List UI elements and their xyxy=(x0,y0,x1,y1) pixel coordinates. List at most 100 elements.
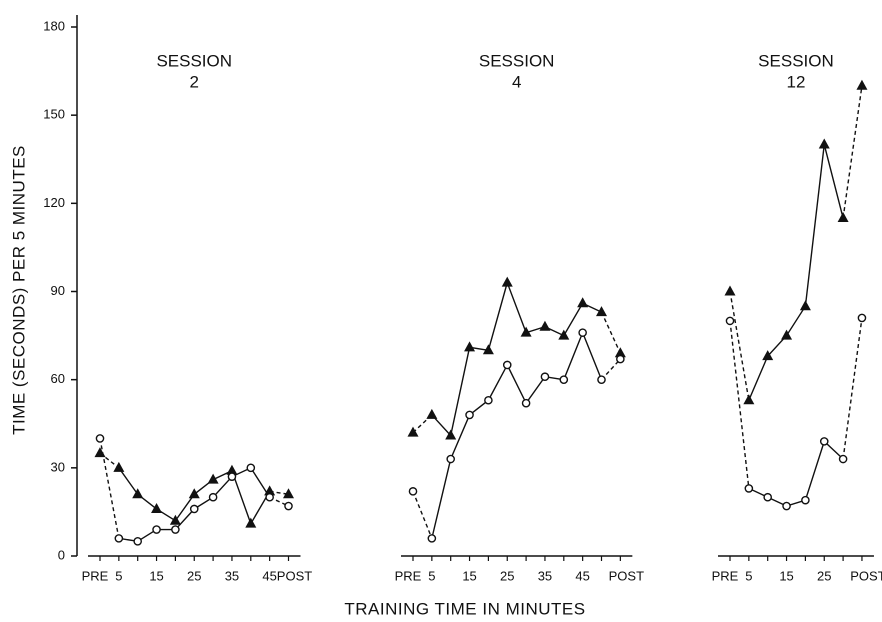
circle-marker xyxy=(171,525,180,534)
circle-marker xyxy=(189,504,199,514)
circle-marker xyxy=(208,492,218,502)
x-tick-label: 45 xyxy=(575,568,589,583)
circle-marker xyxy=(521,398,531,408)
x-tick-label: 35 xyxy=(225,568,239,583)
circle-marker xyxy=(725,316,735,326)
circle-marker xyxy=(763,492,773,502)
triangle-marker xyxy=(245,517,257,528)
triangle-marker xyxy=(743,394,755,405)
triangle-marker xyxy=(501,276,513,287)
circle-marker xyxy=(95,434,105,443)
triangle-marker xyxy=(856,79,868,90)
circle-marker xyxy=(559,375,569,384)
circle-marker xyxy=(246,463,256,473)
triangle-marker xyxy=(464,341,476,352)
circle-marker xyxy=(465,410,474,420)
triangle-marker xyxy=(226,464,238,475)
dashed-line xyxy=(99,438,120,539)
circle-marker xyxy=(857,313,867,323)
x-tick-label: 45 xyxy=(262,568,276,583)
triangle-marker xyxy=(151,502,163,513)
circle-marker xyxy=(744,484,754,493)
triangle-marker xyxy=(132,488,144,499)
triangle-marker xyxy=(207,473,219,484)
circle-marker xyxy=(427,534,437,543)
x-tick-label: PRE xyxy=(395,568,422,583)
circle-marker xyxy=(819,437,829,446)
circle-marker xyxy=(484,395,493,405)
x-tick-label: PRE xyxy=(712,568,739,583)
y-tick-label: 30 xyxy=(51,459,65,474)
panel-title: SESSION xyxy=(479,51,555,70)
circle-marker xyxy=(408,487,418,496)
triangle-marker xyxy=(762,350,774,361)
dashed-line xyxy=(600,358,621,381)
triangle-marker xyxy=(482,344,494,355)
triangle-marker xyxy=(724,285,736,296)
x-tick-label: 35 xyxy=(538,568,552,583)
line xyxy=(431,330,603,539)
line xyxy=(748,440,844,507)
triangle-marker xyxy=(113,461,125,472)
circle-marker xyxy=(578,328,587,337)
y-tick-label: 180 xyxy=(43,18,65,33)
triangle-marker xyxy=(596,306,607,317)
x-tick-label: 15 xyxy=(779,568,793,583)
panel-title: SESSION xyxy=(156,51,232,70)
circle-marker xyxy=(152,525,161,534)
triangle-marker xyxy=(781,329,793,340)
triangle-marker xyxy=(577,297,589,308)
dashed-line xyxy=(729,320,750,489)
triangle-marker xyxy=(818,138,830,149)
circle-marker xyxy=(782,501,791,511)
circle-marker xyxy=(801,495,810,505)
x-tick-label: 5 xyxy=(428,568,435,583)
panel-title: 12 xyxy=(787,72,806,91)
triangle-marker xyxy=(539,320,551,331)
x-tick-label: 5 xyxy=(745,568,752,583)
dashed-line xyxy=(729,291,750,401)
triangle-marker xyxy=(614,347,626,358)
x-tick-label: 15 xyxy=(462,568,476,583)
triangle-marker xyxy=(445,429,457,440)
x-tick-label: 5 xyxy=(115,568,122,583)
circle-marker xyxy=(597,375,606,384)
dashed-line xyxy=(412,491,433,539)
triangle-marker xyxy=(169,514,181,525)
dashed-line xyxy=(842,317,863,460)
triangle-marker xyxy=(407,426,419,437)
y-tick-label: 0 xyxy=(58,547,65,562)
y-axis-label: TIME (SECONDS) PER 5 MINUTES xyxy=(9,145,28,435)
triangle-marker xyxy=(558,329,570,340)
circle-marker xyxy=(114,534,124,543)
line xyxy=(118,466,271,543)
y-tick-label: 60 xyxy=(51,371,65,386)
panel-title: 4 xyxy=(512,72,521,91)
circle-marker xyxy=(227,472,237,481)
circle-marker xyxy=(616,354,625,364)
circle-marker xyxy=(284,501,293,511)
y-tick-label: 90 xyxy=(51,283,65,298)
y-tick-label: 120 xyxy=(43,195,65,210)
dashed-line xyxy=(600,311,621,354)
y-tick-label: 150 xyxy=(43,107,65,122)
circle-marker xyxy=(838,454,848,464)
circle-marker xyxy=(133,537,142,546)
triangle-marker xyxy=(188,488,200,499)
dashed-line xyxy=(842,85,863,219)
x-tick-label: 25 xyxy=(187,568,201,583)
x-tick-label: POST xyxy=(277,568,312,583)
triangle-marker xyxy=(520,326,532,337)
circle-marker xyxy=(265,492,274,502)
triangle-marker xyxy=(799,300,811,311)
triangle-marker xyxy=(426,408,438,419)
x-tick-label: 25 xyxy=(817,568,831,583)
circle-marker xyxy=(446,454,456,464)
line xyxy=(748,144,844,401)
x-tick-label: 15 xyxy=(149,568,163,583)
line xyxy=(431,280,602,437)
x-tick-label: PRE xyxy=(82,568,109,583)
triangle-marker xyxy=(837,212,849,223)
panel-title: SESSION xyxy=(758,51,834,70)
